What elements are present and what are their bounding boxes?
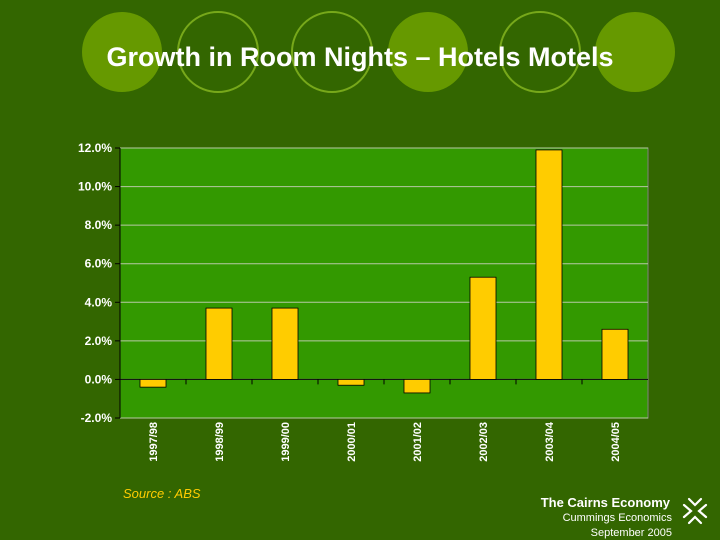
x-tick-label: 2002/03 xyxy=(478,422,490,462)
y-tick-label: 4.0% xyxy=(85,295,113,309)
footer-title: The Cairns Economy xyxy=(540,495,670,510)
footer-author: Cummings Economics xyxy=(562,512,672,524)
bar xyxy=(403,379,431,394)
y-tick-label: 10.0% xyxy=(78,180,112,194)
slide-title: Growth in Room Nights – Hotels Motels xyxy=(106,42,614,72)
x-tick-label: 2000/01 xyxy=(346,422,358,462)
y-tick-label: -2.0% xyxy=(81,411,113,425)
bar xyxy=(469,276,497,380)
decor-circle-6 xyxy=(595,12,675,92)
decorative-circles xyxy=(82,11,675,93)
y-tick-label: 12.0% xyxy=(78,141,112,155)
bar xyxy=(139,379,167,388)
y-tick-label: 0.0% xyxy=(85,372,113,386)
footer-date: September 2005 xyxy=(590,527,672,539)
decor-circle-5 xyxy=(499,11,581,93)
x-tick-label: 2001/02 xyxy=(412,422,424,462)
cairns-logo-icon xyxy=(682,497,708,525)
bar xyxy=(601,328,629,380)
source-note: Source : ABS xyxy=(123,486,201,501)
decor-circle-1 xyxy=(82,12,162,92)
x-tick-label: 1998/99 xyxy=(214,422,226,462)
x-tick-label: 1999/00 xyxy=(280,422,292,462)
decor-circle-3 xyxy=(291,11,373,93)
bar xyxy=(271,307,299,380)
plot-area xyxy=(119,147,649,419)
y-tick-label: 6.0% xyxy=(85,257,113,271)
y-tick-label: 2.0% xyxy=(85,334,113,348)
x-tick-label: 1997/98 xyxy=(148,422,160,462)
y-tick-label: 8.0% xyxy=(85,218,113,232)
bar-chart: -2.0% 0.0% 2.0% 4.0% 6.0% 8.0% 10.0% 12.0% 1997/… xyxy=(78,141,649,462)
bar xyxy=(535,149,563,380)
decor-circle-4 xyxy=(388,12,468,92)
bar xyxy=(337,379,365,386)
x-tick-label: 2003/04 xyxy=(544,421,556,462)
x-tick-label: 2004/05 xyxy=(610,422,622,462)
bar xyxy=(205,307,233,380)
decor-circle-2 xyxy=(177,11,259,93)
